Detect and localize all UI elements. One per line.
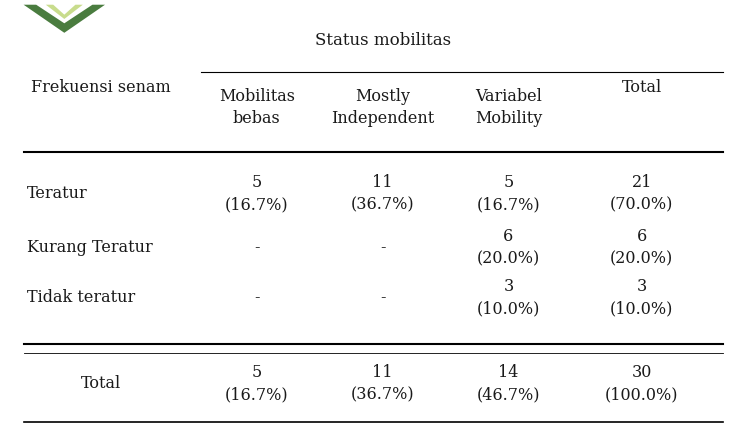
Text: 5
(16.7%): 5 (16.7%) [225,363,288,403]
Text: 6
(20.0%): 6 (20.0%) [610,227,673,267]
Text: Mostly
Independent: Mostly Independent [331,88,434,127]
Text: Tidak teratur: Tidak teratur [27,288,135,305]
Text: 21
(70.0%): 21 (70.0%) [610,174,673,213]
Text: -: - [380,288,386,305]
Text: -: - [380,239,386,256]
Text: 5
(16.7%): 5 (16.7%) [476,174,540,213]
Polygon shape [46,6,82,20]
Text: -: - [254,239,259,256]
Text: Kurang Teratur: Kurang Teratur [27,239,153,256]
Text: Mobilitas
bebas: Mobilitas bebas [218,88,295,127]
Text: Status mobilitas: Status mobilitas [314,32,451,49]
Text: Variabel
Mobility: Variabel Mobility [475,88,542,127]
Text: Frekuensi senam: Frekuensi senam [31,79,171,96]
Text: -: - [254,288,259,305]
Text: 5
(16.7%): 5 (16.7%) [225,174,288,213]
Text: Total: Total [622,79,662,96]
Text: 11
(36.7%): 11 (36.7%) [351,363,415,403]
Text: 30
(100.0%): 30 (100.0%) [605,363,678,403]
Text: 3
(10.0%): 3 (10.0%) [610,277,673,316]
Text: Total: Total [81,375,121,391]
Text: Teratur: Teratur [27,185,88,202]
Text: 11
(36.7%): 11 (36.7%) [351,174,415,213]
Text: 3
(10.0%): 3 (10.0%) [477,277,540,316]
Text: 6
(20.0%): 6 (20.0%) [477,227,540,267]
Text: 14
(46.7%): 14 (46.7%) [477,363,540,403]
Polygon shape [24,6,105,34]
